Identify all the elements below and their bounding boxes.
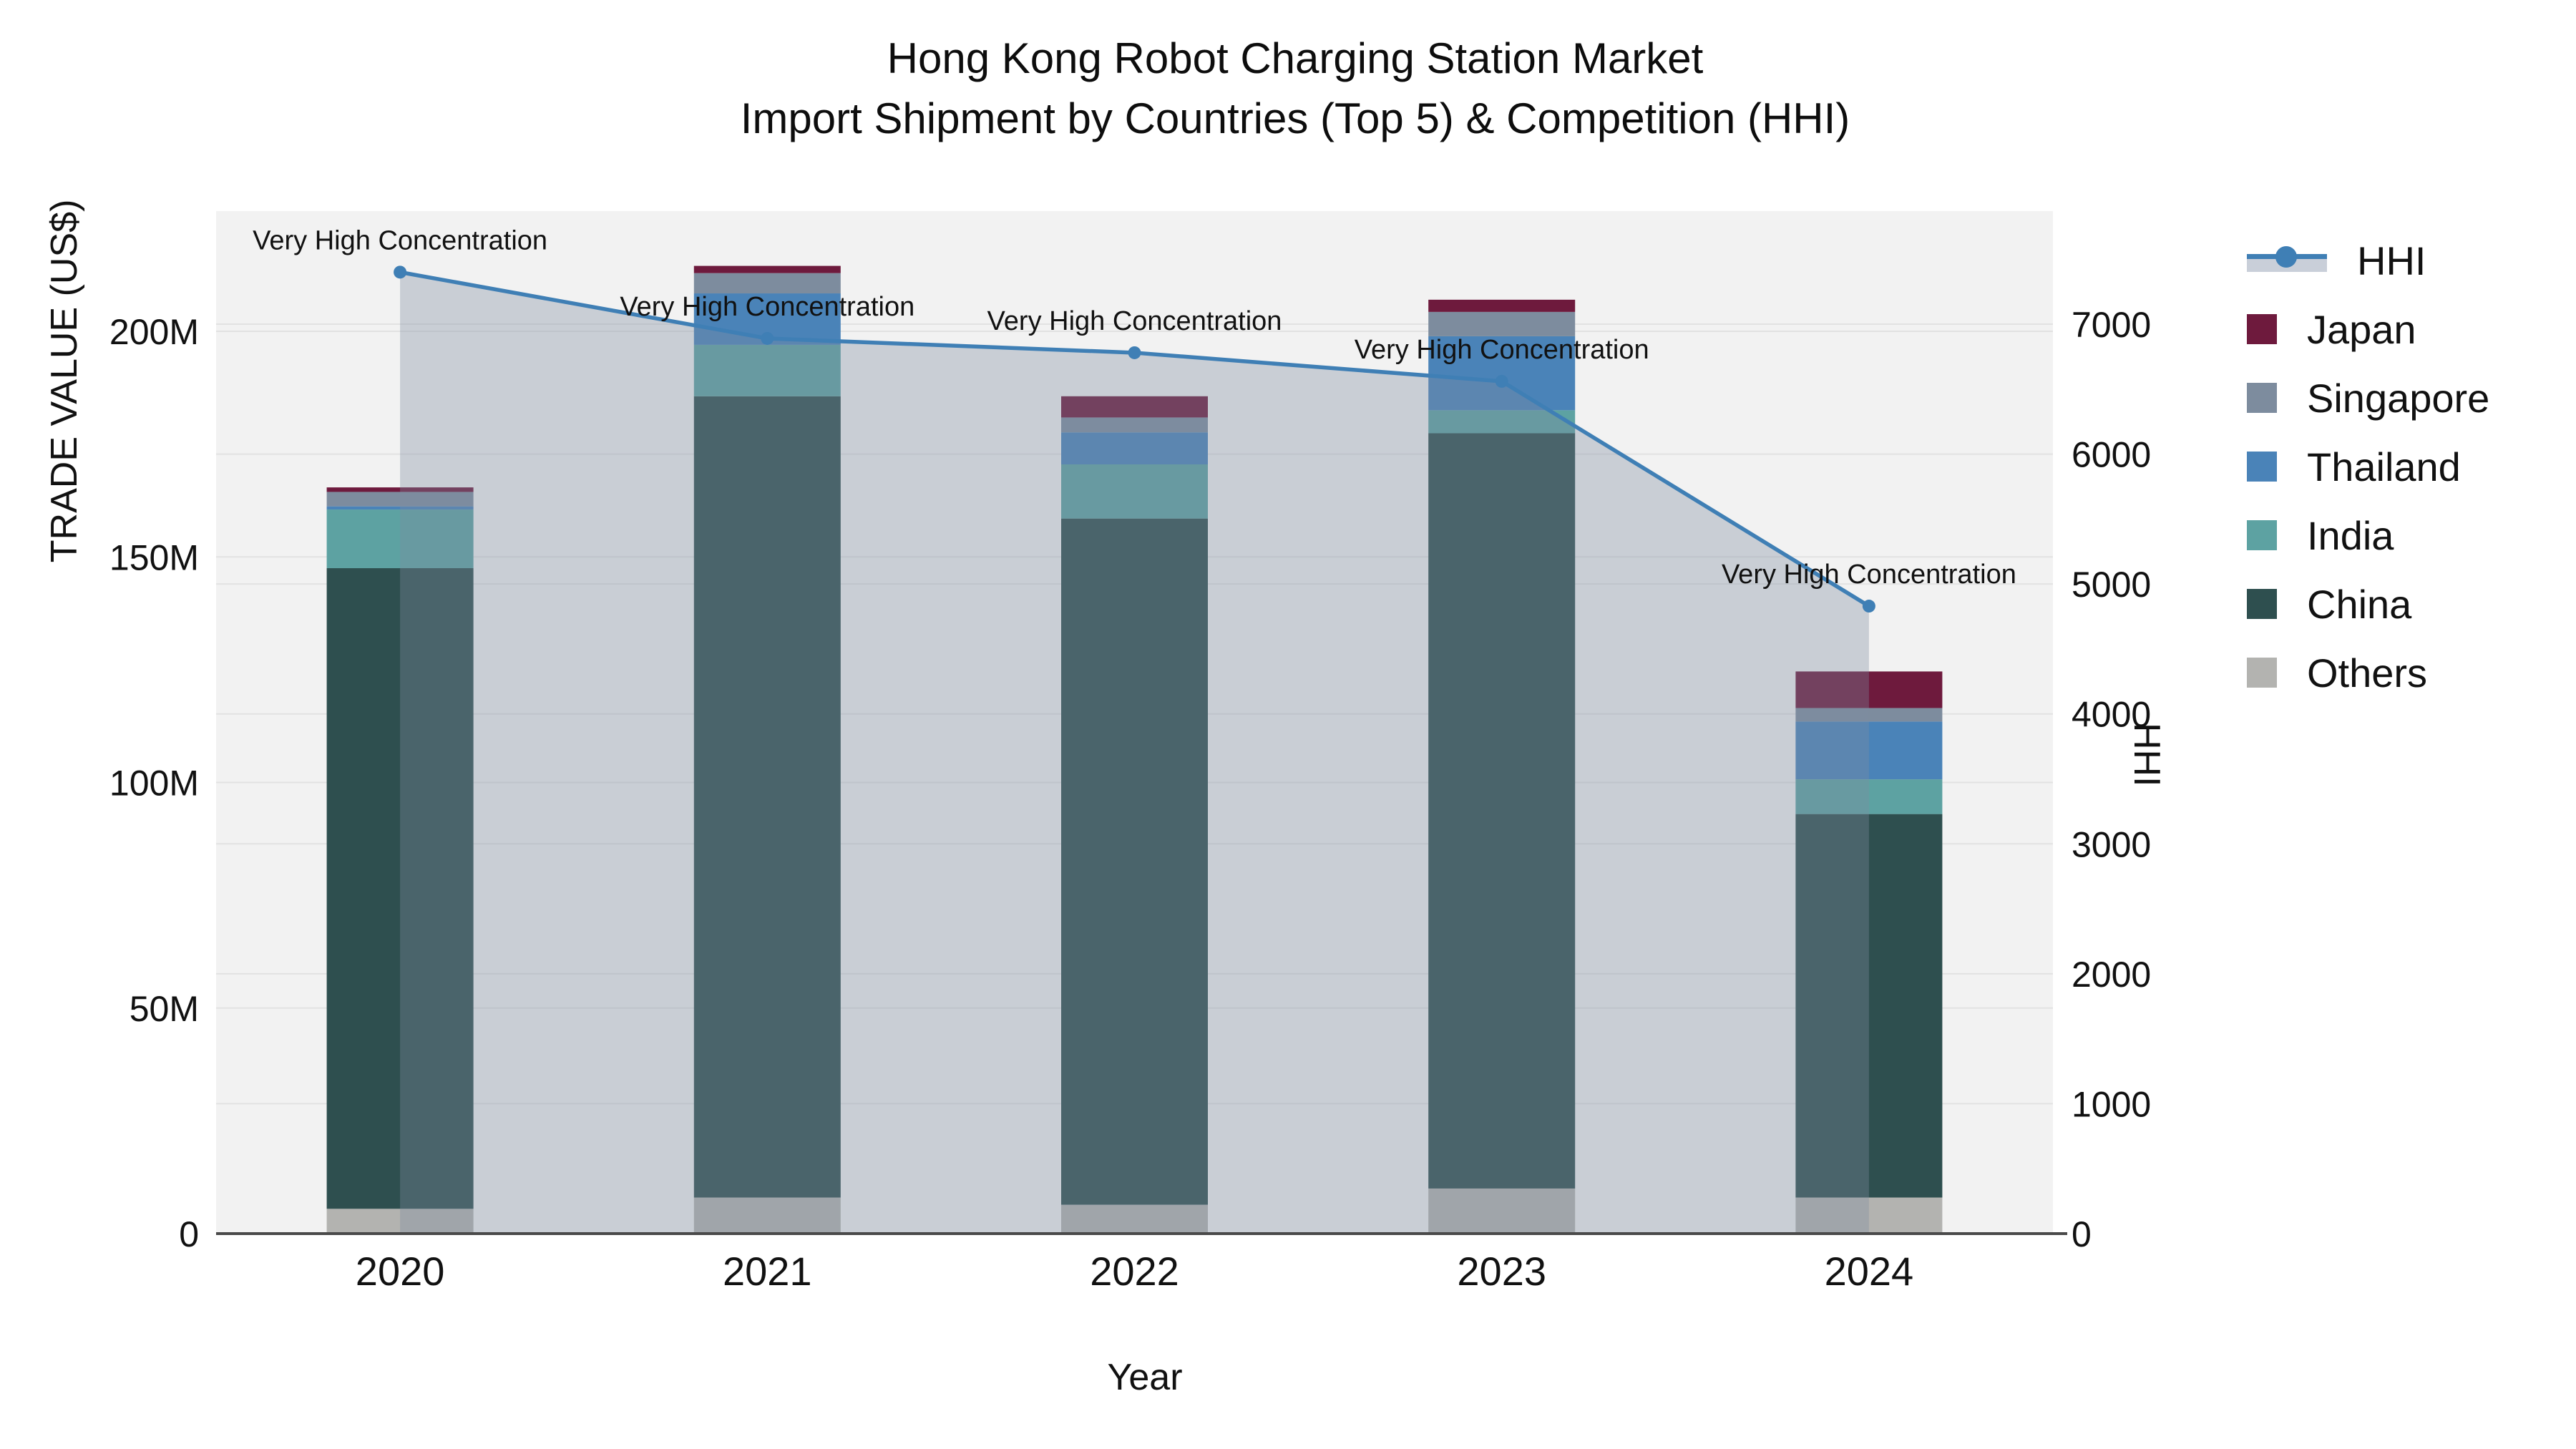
y-right-tick-label: 3000 (2072, 824, 2151, 864)
chart-title-line1: Hong Kong Robot Charging Station Market (887, 34, 1704, 82)
hhi-marker-2021[interactable] (761, 331, 774, 345)
annotation-2023: Very High Concentration (1355, 335, 1649, 365)
hhi-line-swatch-icon (2247, 245, 2377, 276)
bar-segment-china-2022[interactable] (1061, 518, 1208, 1205)
y-left-tick-label: 150M (109, 537, 199, 577)
legend-item-hhi[interactable]: HHI (2247, 238, 2489, 283)
legend-label: China (2307, 581, 2412, 627)
color-swatch-icon (2247, 314, 2277, 344)
x-axis-title: Year (1107, 1357, 1183, 1398)
bar-segment-singapore-2023[interactable] (1428, 311, 1576, 336)
legend-item-thailand[interactable]: Thailand (2247, 444, 2489, 489)
bar-segment-china-2023[interactable] (1428, 433, 1576, 1189)
legend-item-others[interactable]: Others (2247, 650, 2489, 696)
legend-item-china[interactable]: China (2247, 581, 2489, 627)
bar-segment-others-2022[interactable] (1061, 1204, 1208, 1234)
annotation-2024: Very High Concentration (1722, 560, 2016, 590)
bar-segment-thailand-2022[interactable] (1061, 432, 1208, 464)
bar-segment-singapore-2024[interactable] (1795, 708, 1943, 722)
legend-label: Others (2307, 650, 2428, 696)
bar-segment-china-2024[interactable] (1795, 814, 1943, 1198)
hhi-marker-2022[interactable] (1128, 346, 1141, 359)
bar-segment-japan-2022[interactable] (1061, 396, 1208, 418)
bar-segment-japan-2020[interactable] (326, 487, 474, 492)
color-swatch-icon (2247, 383, 2277, 413)
hhi-marker-2023[interactable] (1495, 374, 1508, 388)
y-right-tick-label: 4000 (2072, 695, 2151, 735)
y-left-tick-label: 0 (179, 1214, 199, 1254)
color-swatch-icon (2247, 658, 2277, 688)
bar-segment-india-2022[interactable] (1061, 464, 1208, 519)
y-right-tick-label: 1000 (2072, 1084, 2151, 1124)
x-tick-label: 2021 (723, 1249, 812, 1294)
legend-item-singapore[interactable]: Singapore (2247, 375, 2489, 421)
hhi-area-fill (400, 272, 1869, 1234)
color-swatch-icon (2247, 520, 2277, 550)
bar-segment-others-2024[interactable] (1795, 1197, 1943, 1234)
y-right-tick-label: 0 (2072, 1214, 2092, 1254)
color-swatch-icon (2247, 452, 2277, 482)
bar-segment-india-2024[interactable] (1795, 779, 1943, 814)
bar-segment-india-2020[interactable] (326, 509, 474, 569)
legend-label: India (2307, 512, 2394, 558)
y-left-tick-label: 50M (130, 989, 199, 1029)
bar-segment-singapore-2021[interactable] (693, 273, 841, 294)
bar-segment-japan-2024[interactable] (1795, 671, 1943, 708)
legend-label: Japan (2307, 306, 2416, 352)
annotation-2020: Very High Concentration (253, 225, 547, 255)
bar-segment-singapore-2020[interactable] (326, 492, 474, 507)
bar-segment-india-2023[interactable] (1428, 410, 1576, 434)
y-right-tick-label: 2000 (2072, 955, 2151, 995)
x-tick-label: 2024 (1825, 1249, 1914, 1294)
color-swatch-icon (2247, 589, 2277, 619)
hhi-marker-2020[interactable] (394, 265, 407, 279)
y-right-tick-label: 5000 (2072, 565, 2151, 605)
y-axis-title-right: HHI (2126, 723, 2167, 787)
bar-segment-japan-2023[interactable] (1428, 299, 1576, 312)
legend-label: HHI (2357, 238, 2426, 283)
annotation-2022: Very High Concentration (987, 306, 1282, 336)
legend-label: Singapore (2307, 375, 2490, 421)
y-right-tick-label: 7000 (2072, 305, 2151, 345)
bar-segment-singapore-2022[interactable] (1061, 417, 1208, 433)
y-right-tick-label: 6000 (2072, 435, 2151, 475)
legend-label: Thailand (2307, 444, 2461, 489)
chart-title: Hong Kong Robot Charging Station Market … (0, 29, 2576, 149)
chart-title-line2: Import Shipment by Countries (Top 5) & C… (740, 94, 1850, 142)
bar-segment-china-2021[interactable] (693, 396, 841, 1198)
x-axis-line (216, 1232, 2067, 1235)
legend-item-india[interactable]: India (2247, 512, 2489, 558)
bar-segment-japan-2021[interactable] (693, 265, 841, 273)
annotation-2021: Very High Concentration (620, 292, 914, 322)
x-tick-label: 2023 (1457, 1249, 1546, 1294)
bar-segment-thailand-2024[interactable] (1795, 721, 1943, 780)
bar-segment-others-2020[interactable] (326, 1209, 474, 1234)
bar-segment-others-2023[interactable] (1428, 1188, 1576, 1234)
bar-segment-china-2020[interactable] (326, 568, 474, 1209)
y-axis-title-left: TRADE VALUE (US$) (44, 199, 85, 563)
bar-segment-thailand-2023[interactable] (1428, 336, 1576, 411)
bar-segment-thailand-2020[interactable] (326, 506, 474, 510)
x-tick-label: 2022 (1090, 1249, 1179, 1294)
legend: HHI Japan Singapore Thailand India China… (2247, 238, 2489, 696)
bar-segment-india-2021[interactable] (693, 344, 841, 396)
y-left-tick-label: 100M (109, 763, 199, 804)
x-tick-label: 2020 (356, 1249, 445, 1294)
y-left-tick-label: 200M (109, 312, 199, 352)
bar-segment-others-2021[interactable] (693, 1197, 841, 1234)
legend-item-japan[interactable]: Japan (2247, 306, 2489, 352)
hhi-marker-2024[interactable] (1862, 600, 1875, 613)
